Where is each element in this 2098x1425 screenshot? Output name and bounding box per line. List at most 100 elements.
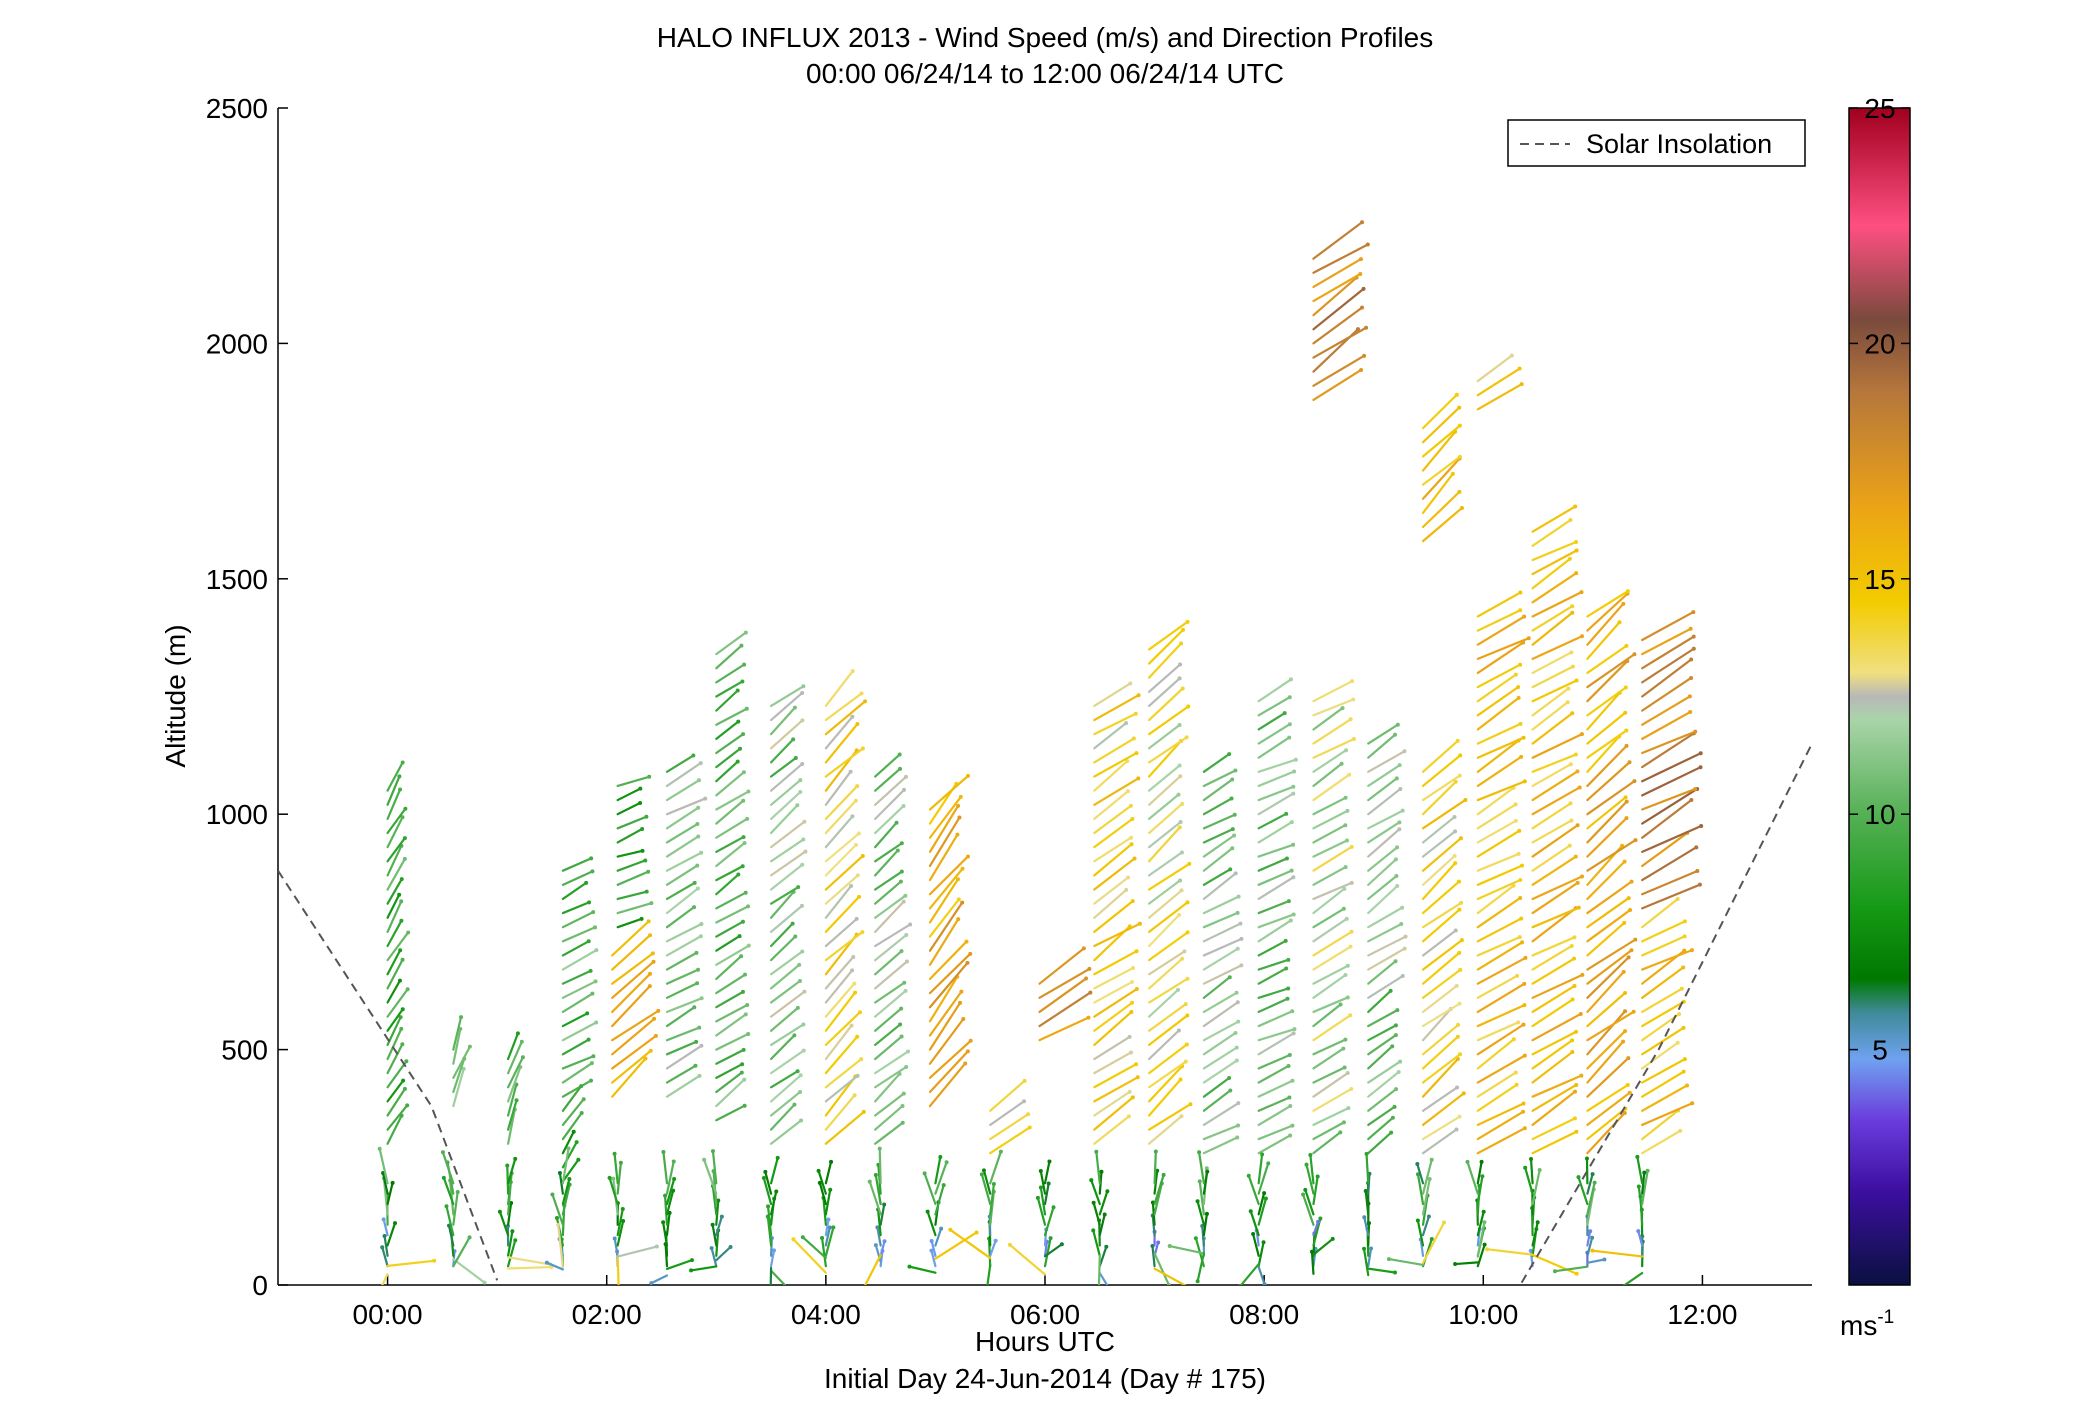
wind-vector-head [1182, 949, 1187, 954]
wind-vector-head [1081, 946, 1086, 951]
wind-vector [1531, 611, 1574, 646]
wind-vector [1257, 1053, 1291, 1070]
wind-vector [1039, 1169, 1047, 1195]
wind-vector-head [965, 1049, 970, 1054]
wind-vector [1367, 947, 1406, 971]
wind-vector [1312, 680, 1354, 703]
wind-vector [928, 990, 963, 1037]
wind-vector-head [1485, 1247, 1490, 1252]
wind-vector-head [1633, 937, 1638, 942]
wind-vector [928, 878, 960, 924]
wind-vector [1093, 843, 1133, 877]
wind-vector-head [1177, 676, 1182, 681]
wind-vector [1147, 628, 1185, 665]
wind-vector [874, 950, 903, 976]
wind-vector [616, 917, 643, 929]
wind-vector [507, 1157, 517, 1185]
wind-vector [1367, 874, 1398, 901]
wind-vector-head [792, 705, 797, 710]
wind-vector [923, 1172, 937, 1206]
wind-vector [1202, 1001, 1239, 1028]
wind-vector [1421, 1023, 1460, 1056]
wind-vector-head [1284, 966, 1289, 971]
wind-vector-head [399, 877, 404, 882]
wind-vector [1202, 991, 1238, 1014]
wind-vector [561, 949, 598, 971]
wind-vector [1202, 778, 1234, 802]
wind-vector [1367, 1070, 1400, 1098]
wind-vector [1257, 1134, 1292, 1155]
wind-vector-head [1289, 820, 1294, 825]
wind-vector-head [1291, 842, 1296, 847]
wind-vector-head [1235, 910, 1240, 915]
wind-vector [1367, 989, 1392, 1014]
wind-vector-head [646, 869, 651, 874]
wind-vector-head [1574, 678, 1579, 683]
wind-vector [1097, 1254, 1101, 1285]
wind-vector [715, 790, 750, 811]
wind-vector-head [1622, 920, 1627, 925]
wind-vector [1416, 1162, 1425, 1185]
wind-vector [769, 963, 801, 990]
wind-vector [1641, 766, 1702, 797]
wind-vector [1421, 1115, 1461, 1141]
wind-vector-head [397, 892, 402, 897]
wind-vector-head [850, 669, 855, 674]
wind-vector-head [589, 1061, 594, 1066]
wind-vector-head [882, 1239, 887, 1244]
wind-vector [874, 1035, 903, 1061]
wind-vector-head [1350, 679, 1355, 684]
wind-vector [689, 1265, 718, 1272]
wind-vector-head [743, 630, 748, 635]
wind-vector-head [444, 1204, 449, 1209]
wind-vector [1476, 896, 1522, 929]
wind-vector-head [1179, 641, 1184, 646]
wind-vector [1202, 1059, 1238, 1084]
wind-vector [1312, 1237, 1334, 1256]
wind-vector [665, 1040, 698, 1056]
wind-vector [769, 1190, 778, 1216]
wind-vector [1421, 1035, 1459, 1070]
wind-vector [1476, 1102, 1525, 1127]
wind-vector [1257, 958, 1290, 971]
wind-vector-head [854, 916, 859, 921]
wind-vector-head [1690, 1101, 1695, 1106]
wind-vector [665, 1044, 703, 1070]
wind-vector [877, 1208, 882, 1237]
wind-vector-head [1513, 818, 1518, 823]
y-axis-label: Altitude (m) [160, 624, 191, 767]
wind-vector-head [1518, 662, 1523, 667]
wind-vector [1421, 798, 1467, 830]
wind-vector-head [741, 1047, 746, 1052]
wind-vector-head [1183, 1059, 1188, 1064]
wind-vector [817, 1169, 827, 1195]
wind-vector [1476, 367, 1521, 397]
wind-vector-head [1392, 1270, 1397, 1275]
wind-vector-head [1235, 1000, 1240, 1005]
wind-vector [1093, 1063, 1138, 1089]
wind-vector [1038, 967, 1091, 999]
wind-vector [613, 1152, 619, 1185]
wind-vector [1531, 590, 1583, 618]
wind-vector [665, 822, 699, 844]
wind-vector-head [898, 766, 903, 771]
wind-vector-head [1359, 367, 1364, 372]
wind-vector [928, 940, 968, 981]
wind-vector [665, 851, 703, 872]
wind-vector-head [793, 755, 798, 760]
wind-vector [989, 1150, 1003, 1185]
wind-vector [874, 849, 899, 877]
wind-vector [386, 931, 410, 962]
wind-vector [665, 1259, 694, 1271]
wind-vector [665, 761, 702, 788]
wind-vector [1421, 457, 1461, 500]
wind-vector-head [746, 1031, 751, 1036]
wind-vector-head [382, 1233, 387, 1238]
wind-vector [1531, 1083, 1578, 1112]
wind-vector [507, 1201, 513, 1226]
wind-vector [611, 985, 651, 1028]
wind-vector-head [800, 690, 805, 695]
wind-vector [1147, 677, 1181, 708]
wind-vector [665, 906, 696, 929]
wind-vector [1257, 869, 1293, 886]
